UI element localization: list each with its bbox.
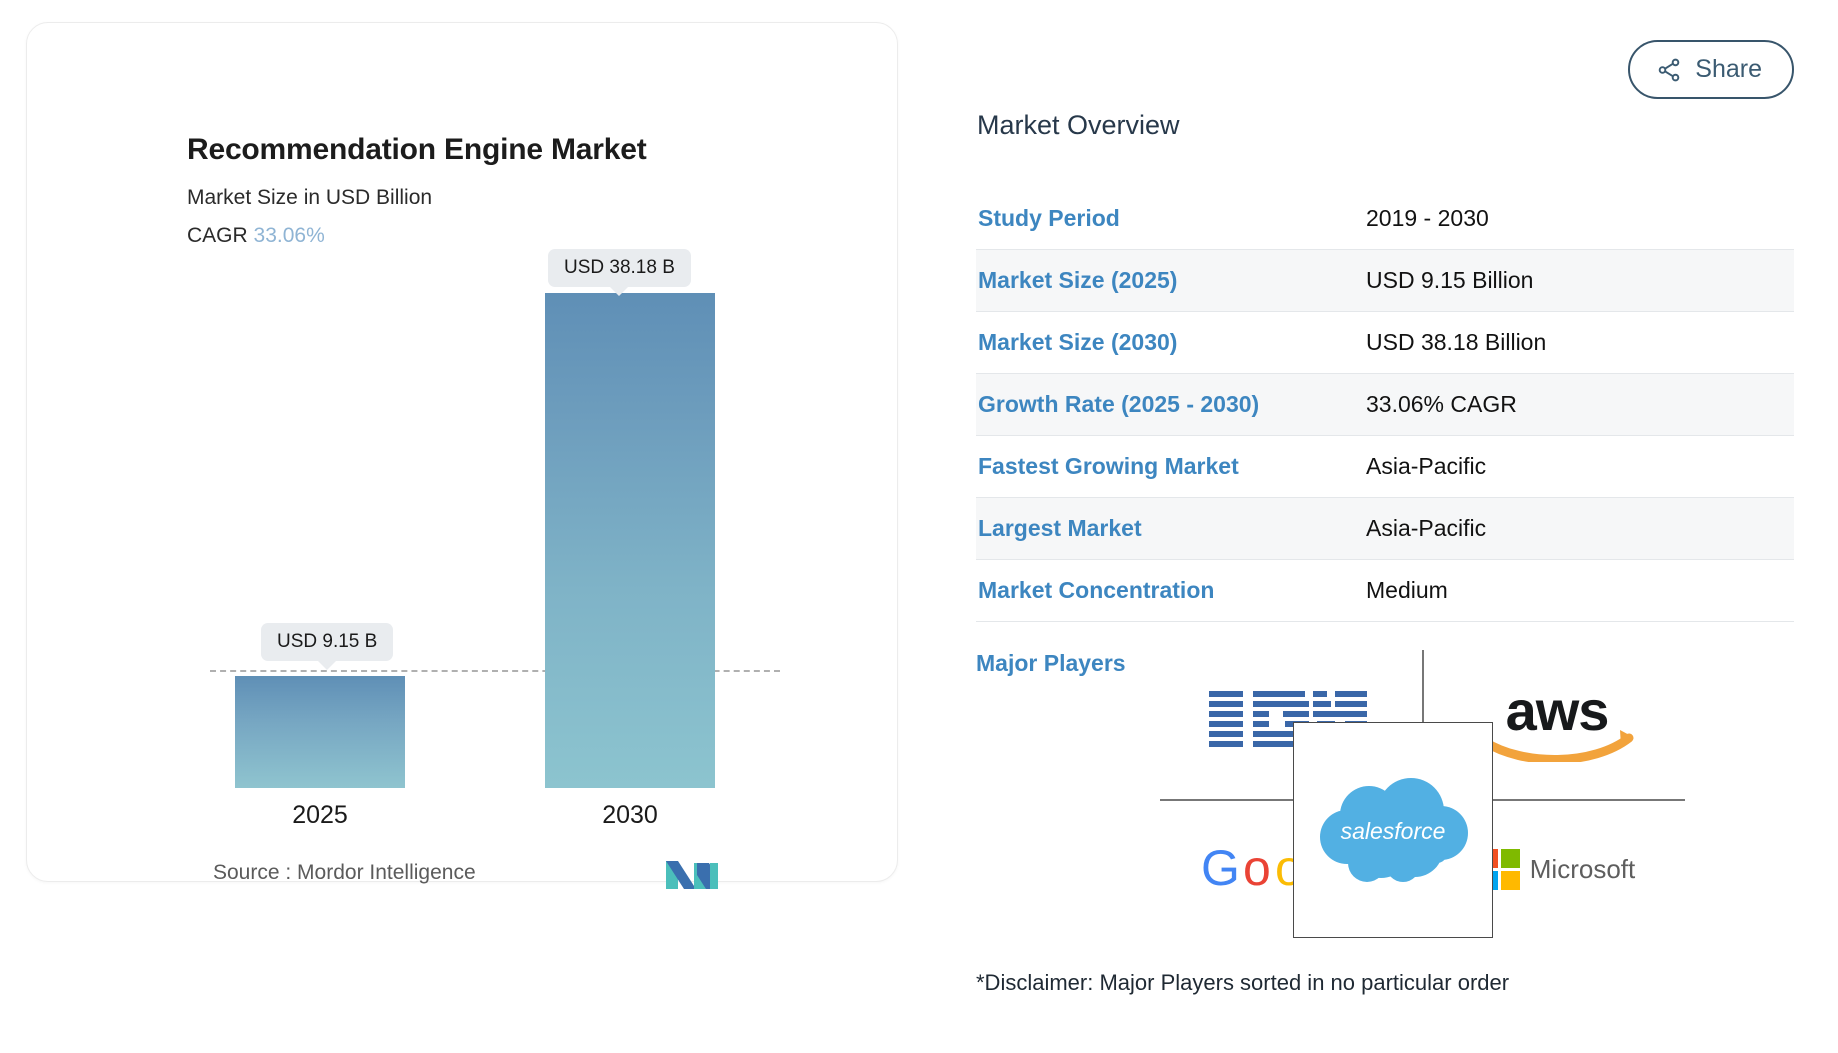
row-key: Market Concentration xyxy=(978,577,1215,603)
row-value: 2019 - 2030 xyxy=(1366,205,1489,231)
x-tick-2025: 2025 xyxy=(292,801,348,829)
table-row: Study Period 2019 - 2030 xyxy=(976,188,1794,250)
svg-text:aws: aws xyxy=(1506,680,1609,742)
table-row: Largest Market Asia-Pacific xyxy=(976,498,1794,560)
cagr-value: 33.06% xyxy=(253,224,325,247)
share-button-label: Share xyxy=(1695,55,1762,83)
table-row: Market Size (2030) USD 38.18 Billion xyxy=(976,312,1794,374)
row-value: USD 9.15 Billion xyxy=(1366,267,1534,293)
mordor-intelligence-logo-icon xyxy=(666,861,718,889)
row-key: Fastest Growing Market xyxy=(978,453,1239,479)
bar-2025[interactable] xyxy=(235,676,405,788)
row-value: Asia-Pacific xyxy=(1366,453,1487,479)
market-overview-title: Market Overview xyxy=(977,110,1180,140)
chart-cagr: CAGR 33.06% xyxy=(187,224,325,248)
salesforce-cloud-icon: salesforce xyxy=(1320,778,1468,882)
row-key: Largest Market xyxy=(978,515,1142,541)
svg-text:G: G xyxy=(1201,840,1240,896)
chart-title: Recommendation Engine Market xyxy=(187,133,647,166)
logo-salesforce: salesforce xyxy=(1293,722,1493,938)
share-button[interactable]: Share xyxy=(1628,40,1794,99)
row-value: 33.06% CAGR xyxy=(1366,391,1517,417)
table-row: Fastest Growing Market Asia-Pacific xyxy=(976,436,1794,498)
players-disclaimer: *Disclaimer: Major Players sorted in no … xyxy=(976,970,1510,995)
row-key: Growth Rate (2025 - 2030) xyxy=(978,391,1260,417)
aws-logo-icon: aws xyxy=(1480,680,1634,762)
table-row: Market Concentration Medium xyxy=(976,560,1794,622)
x-tick-2030: 2030 xyxy=(602,801,658,829)
market-overview-table: Study Period 2019 - 2030 Market Size (20… xyxy=(976,188,1794,622)
table-row: Market Size (2025) USD 9.15 Billion xyxy=(976,250,1794,312)
chart-card: Recommendation Engine Market Market Size… xyxy=(26,22,899,889)
cagr-label: CAGR xyxy=(187,224,248,247)
row-value: Asia-Pacific xyxy=(1366,515,1487,541)
microsoft-wordmark: Microsoft xyxy=(1529,853,1636,884)
row-key: Study Period xyxy=(978,205,1120,231)
table-row: Growth Rate (2025 - 2030) 33.06% CAGR xyxy=(976,374,1794,436)
row-value: USD 38.18 Billion xyxy=(1366,329,1547,355)
reference-dashed-line xyxy=(210,670,780,672)
microsoft-logo-icon: Microsoft xyxy=(1478,848,1636,890)
salesforce-wordmark: salesforce xyxy=(1341,818,1446,844)
bar-2030[interactable] xyxy=(545,293,715,788)
bar-chart-plot: USD 9.15 B USD 38.18 B 2025 2030 xyxy=(27,23,899,883)
row-value: Medium xyxy=(1366,577,1448,603)
major-players-logo-grid: aws G o o g l e xyxy=(1160,650,1685,938)
logo-aws: aws xyxy=(1428,650,1686,792)
bar-label-2025: USD 9.15 B xyxy=(261,623,394,661)
row-key: Market Size (2025) xyxy=(978,267,1178,293)
bar-label-2030: USD 38.18 B xyxy=(548,249,691,287)
svg-text:o: o xyxy=(1243,840,1271,896)
share-nodes-icon xyxy=(1658,58,1680,81)
chart-subtitle: Market Size in USD Billion xyxy=(187,186,433,209)
source-label: Source : Mordor Intelligence xyxy=(213,861,476,884)
row-key: Market Size (2030) xyxy=(978,329,1178,355)
major-players-label: Major Players xyxy=(976,650,1126,676)
